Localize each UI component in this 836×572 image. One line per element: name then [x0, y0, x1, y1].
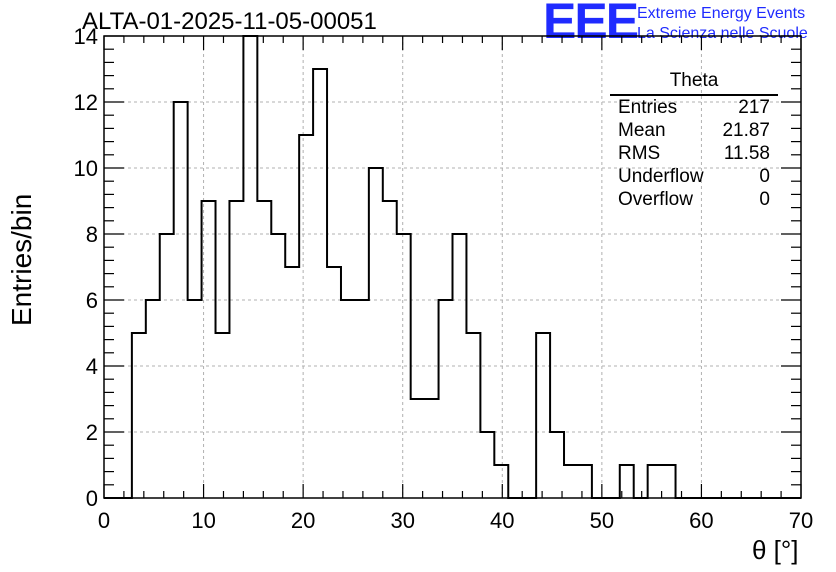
x-tick-label: 50 — [590, 508, 614, 533]
histogram-line — [104, 35, 801, 499]
stats-row-rms: RMS 11.58 — [618, 143, 770, 164]
y-tick-label: 6 — [86, 288, 98, 313]
stats-row-overflow: Overflow 0 — [618, 189, 770, 210]
stats-box: Theta Entries 217 Mean 21.87 RMS 11.58 Unde… — [610, 70, 778, 211]
stats-row-entries: Entries 217 — [618, 97, 770, 118]
logo-caption-line1: Extreme Energy Events — [637, 5, 806, 22]
x-tick-label: 70 — [789, 508, 813, 533]
grid-lines — [104, 36, 801, 498]
y-axis-label: Entries/bin — [6, 193, 37, 326]
y-tick-label: 2 — [86, 420, 98, 445]
axes — [103, 35, 802, 499]
axis-tick-labels: 0 10 20 30 40 50 60 70 0 2 4 6 8 10 12 14 — [74, 24, 814, 533]
x-tick-label: 10 — [191, 508, 215, 533]
eee-logo: EEE — [543, 0, 639, 49]
y-tick-label: 4 — [86, 354, 98, 379]
y-tick-label: 0 — [86, 486, 98, 511]
y-tick-label: 14 — [74, 24, 98, 49]
x-tick-label: 0 — [98, 508, 110, 533]
stats-title: Theta — [610, 70, 778, 96]
x-tick-label: 30 — [390, 508, 414, 533]
x-tick-label: 20 — [291, 508, 315, 533]
plot-frame — [103, 35, 802, 499]
x-tick-label: 60 — [689, 508, 713, 533]
axis-ticks — [103, 35, 802, 499]
x-tick-label: 40 — [490, 508, 514, 533]
y-tick-label: 12 — [74, 90, 98, 115]
stats-row-underflow: Underflow 0 — [618, 166, 770, 187]
histogram-title: ALTA-01-2025-11-05-00051 — [82, 8, 377, 35]
y-tick-label: 10 — [74, 156, 98, 181]
stats-row-mean: Mean 21.87 — [618, 120, 770, 141]
logo-caption: Extreme Energy Events La Scienza nelle S… — [637, 4, 808, 44]
y-tick-label: 8 — [86, 222, 98, 247]
logo-caption-line2: La Scienza nelle Scuole — [637, 25, 808, 42]
x-axis-label: θ [°] — [752, 535, 799, 565]
